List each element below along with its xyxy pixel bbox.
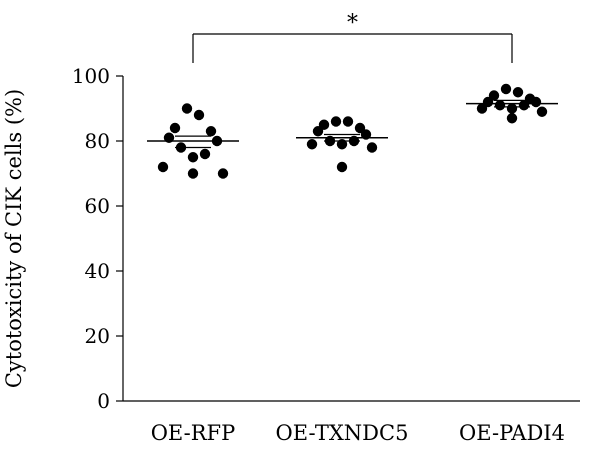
data-point	[336, 161, 348, 173]
data-point	[500, 83, 512, 95]
data-point	[324, 135, 336, 147]
y-tick-label: 40	[85, 259, 110, 283]
y-tick-label: 20	[85, 324, 110, 348]
data-point	[536, 106, 548, 117]
data-point	[169, 122, 181, 134]
data-point	[518, 100, 530, 111]
data-point	[181, 103, 193, 114]
data-point	[494, 100, 506, 111]
significance-annotation: *	[192, 11, 513, 63]
data-marks	[147, 83, 558, 179]
data-point	[512, 87, 524, 98]
y-tick-label: 80	[85, 129, 110, 153]
data-point	[506, 103, 518, 114]
data-point	[476, 103, 488, 114]
y-axis-title: Cytotoxicity of CIK cells (%)	[2, 89, 26, 388]
data-point	[336, 139, 348, 150]
data-point	[312, 126, 324, 137]
significance-star-label: *	[347, 11, 358, 36]
data-point	[348, 135, 360, 147]
data-point	[157, 161, 169, 173]
data-point	[530, 96, 542, 108]
data-point	[205, 126, 217, 137]
data-point	[187, 168, 199, 179]
y-tick-label: 0	[97, 389, 110, 413]
data-point	[193, 109, 205, 121]
data-point	[360, 129, 372, 140]
x-category-label: OE-RFP	[151, 421, 236, 445]
data-point	[366, 142, 378, 153]
data-point	[330, 116, 342, 127]
data-point	[217, 168, 229, 179]
data-point	[506, 113, 518, 124]
axes: 0 20 40 60 80 100 Cytotoxicity of CIK cells (%…	[2, 64, 580, 445]
y-tick-label: 100	[72, 64, 110, 88]
data-point	[175, 142, 187, 153]
x-category-label: OE-PADI4	[459, 421, 565, 445]
data-point	[163, 132, 175, 143]
data-point	[211, 135, 223, 147]
data-point	[187, 152, 199, 163]
data-point	[342, 116, 354, 127]
x-category-label: OE-TXNDC5	[276, 421, 409, 445]
data-point	[306, 139, 318, 150]
y-tick-label: 60	[85, 194, 110, 218]
data-point	[199, 148, 211, 160]
